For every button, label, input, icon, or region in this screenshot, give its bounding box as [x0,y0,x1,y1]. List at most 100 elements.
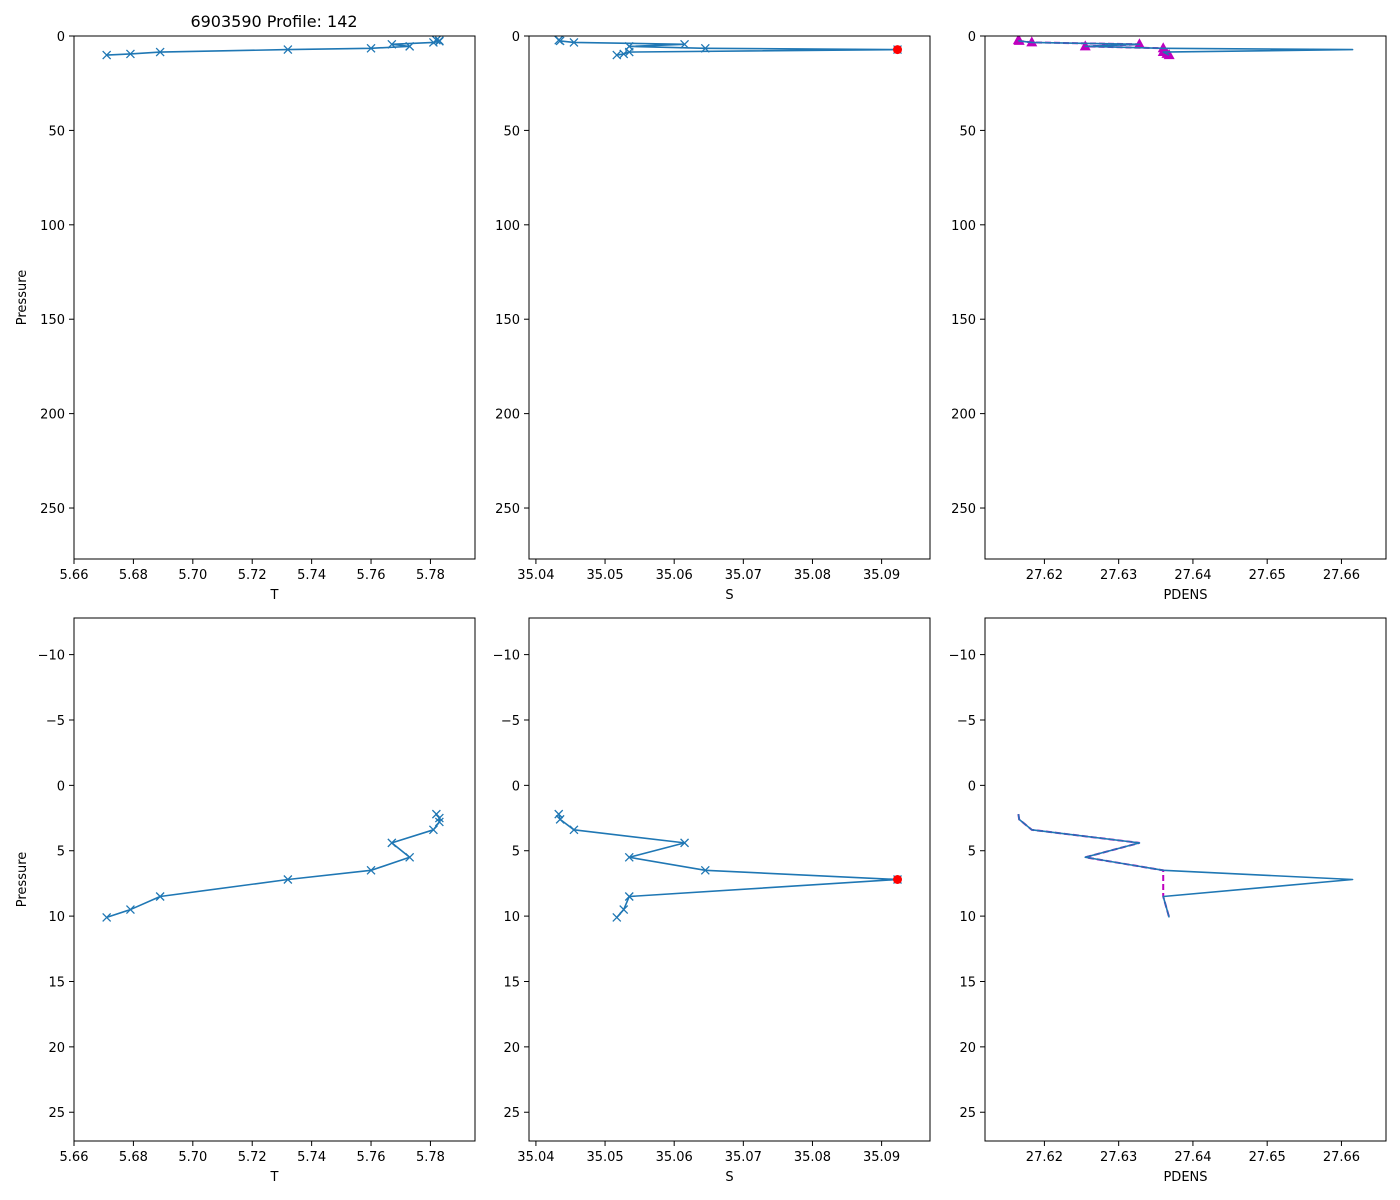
x-tick-label: 35.06 [656,1150,693,1165]
data-point [366,865,376,875]
x-tick-label: 27.65 [1249,1150,1286,1165]
data-point [366,43,376,53]
x-tick-label: 35.08 [794,568,831,583]
x-tick-label: 5.68 [119,568,148,583]
data-point [434,817,444,827]
x-tick-label: 35.06 [656,568,693,583]
x-tick-label: 35.05 [586,1150,623,1165]
y-tick-label: 250 [495,502,520,517]
data-point [554,809,564,819]
x-tick-label: 5.74 [297,568,326,583]
data-point [700,43,710,53]
x-tick-label: 5.76 [357,568,386,583]
data-point [569,825,579,835]
x-tick-label: 5.72 [238,1150,267,1165]
y-tick-label: 15 [959,975,976,990]
data-point [624,47,634,57]
data-point [555,814,565,824]
y-tick-label: 25 [959,1106,976,1121]
panel-t-zoom: 5.66 5.68 5.70 5.72 5.74 5.76 5.78 −10 −5 0 5 10 15 2… [15,617,476,1185]
axes-frame [528,617,931,1142]
data-point [387,838,397,848]
x-tick-label: 5.66 [60,1150,89,1165]
x-tick-label: 5.78 [416,568,445,583]
y-tick-label: 5 [57,845,65,860]
y-axis-label: Pressure [15,270,30,326]
y-tick-label: 150 [495,313,520,328]
data-point [569,37,579,47]
plot-area [102,809,444,922]
y-tick-label: 50 [48,124,65,139]
data-point [555,36,565,46]
data-point [155,892,165,901]
x-tick-label: 27.64 [1174,568,1211,583]
y-tick-label: 10 [48,910,65,925]
y-tick-label: 10 [503,910,520,925]
flagged-point [893,875,903,884]
series-line [558,39,899,56]
y-tick-label: −10 [38,649,65,664]
y-axis-label: Pressure [15,852,30,908]
x-tick-label: 5.74 [297,1150,326,1165]
data-point [405,852,415,862]
plot-area [554,809,903,922]
panel-s-full: 35.04 35.05 35.06 35.07 35.08 35.09 0 50 100 150 2… [495,30,931,603]
x-tick-label: 27.65 [1249,568,1286,583]
y-tick-label: 20 [48,1041,65,1056]
x-tick-label: 5.66 [60,568,89,583]
series-line [557,813,899,918]
x-tick-label: 27.66 [1323,1150,1360,1165]
data-point [619,905,629,915]
y-tick-label: 20 [959,1041,976,1056]
axes-frame [984,617,1387,1142]
plot-area [1012,36,1354,60]
y-tick-label: 50 [503,124,520,139]
x-tick-label: 27.64 [1174,1150,1211,1165]
x-tick-label: 35.04 [517,568,554,583]
x-tick-label: 5.72 [238,568,267,583]
panel-pdens-full: 27.62 27.63 27.64 27.65 27.66 0 50 100 150 200 250… [951,30,1387,603]
x-tick-label: 27.66 [1323,568,1360,583]
y-tick-label: 150 [951,313,976,328]
y-tick-label: 20 [503,1041,520,1056]
axes-layer: 5.66 5.68 5.70 5.72 5.74 5.76 5.78050100150200… [15,30,1387,1185]
x-axis-label: T [270,1170,279,1185]
data-point [387,39,397,49]
y-tick-label: 200 [40,408,65,423]
panel-pdens-zoom: 27.62 27.63 27.64 27.65 27.66 −10 −5 0 5 10 15 20 25… [949,617,1387,1185]
data-point [700,865,710,875]
data-point [612,50,622,60]
x-tick-label: 5.68 [119,1150,148,1165]
data-point [125,49,135,59]
data-point [102,50,112,60]
y-tick-label: 25 [503,1106,520,1121]
x-tick-label: 35.09 [863,1150,900,1165]
x-tick-label: 27.62 [1026,1150,1063,1165]
plot-area [102,36,444,60]
y-tick-label: 0 [512,779,520,794]
axes-frame [73,35,476,560]
data-point [431,809,441,819]
y-tick-label: −5 [957,714,976,729]
y-tick-label: −5 [46,714,65,729]
plot-area [1017,813,1354,918]
x-axis-label: PDENS [1163,1170,1207,1185]
density-flag-marker [1163,49,1175,60]
series-line [1017,814,1354,918]
x-tick-label: 35.04 [517,1150,554,1165]
y-tick-label: 5 [968,845,976,860]
data-point [619,49,629,59]
x-tick-label: 27.62 [1026,568,1063,583]
density-flag-marker [1133,38,1145,49]
figure-title: 6903590 Profile: 142 [190,12,357,31]
x-axis-label: S [725,1170,733,1185]
y-tick-label: 50 [959,124,976,139]
data-point [428,37,438,47]
x-tick-label: 5.78 [416,1150,445,1165]
y-tick-label: 0 [512,30,520,45]
data-point [624,852,634,862]
y-tick-label: 25 [48,1106,65,1121]
flagged-point [893,45,903,55]
y-tick-label: 250 [40,502,65,517]
